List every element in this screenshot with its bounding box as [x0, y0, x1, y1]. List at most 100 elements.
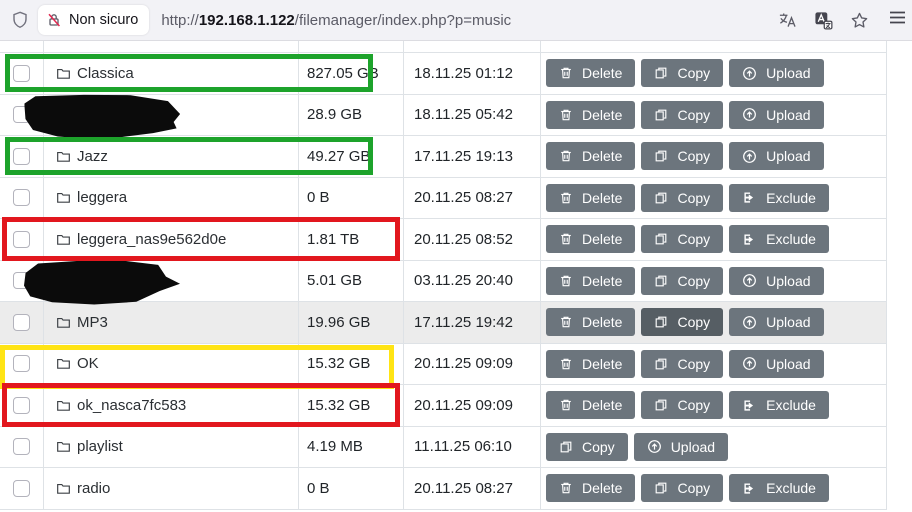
- table-row: 28.9 GB 18.11.25 05:42 Delete Copy Upload: [0, 95, 887, 137]
- copy-button[interactable]: Copy: [641, 266, 724, 295]
- security-badge[interactable]: Non sicuro: [38, 5, 150, 35]
- trash-icon: [559, 149, 573, 163]
- folder-name[interactable]: OK: [77, 355, 99, 373]
- delete-button[interactable]: Delete: [546, 308, 636, 337]
- button-label: Upload: [766, 355, 811, 372]
- folder-name[interactable]: Jazz: [77, 147, 108, 165]
- row-checkbox[interactable]: [13, 106, 30, 124]
- table-row: MP3 19.96 GB 17.11.25 19:42 Delete Copy Up…: [0, 302, 887, 344]
- folder-date: 20.11.25 08:27: [404, 177, 541, 218]
- upload-button[interactable]: Upload: [729, 100, 824, 129]
- button-label: Exclude: [766, 231, 816, 248]
- toolbar-icon-cluster: [778, 11, 875, 30]
- delete-button[interactable]: Delete: [546, 349, 636, 378]
- row-checkbox[interactable]: [13, 396, 30, 414]
- row-actions: Delete Copy Upload: [541, 302, 887, 343]
- button-label: Delete: [582, 65, 623, 82]
- upload-icon: [742, 107, 757, 122]
- exclude-button[interactable]: Exclude: [729, 474, 829, 503]
- upload-button[interactable]: Upload: [729, 308, 824, 337]
- bookmark-star-icon[interactable]: [850, 11, 869, 30]
- exclude-button[interactable]: Exclude: [729, 225, 829, 254]
- row-checkbox[interactable]: [13, 438, 30, 456]
- delete-button[interactable]: Delete: [546, 474, 636, 503]
- upload-button[interactable]: Upload: [633, 432, 729, 461]
- upload-button[interactable]: Upload: [729, 266, 824, 295]
- button-label: Copy: [677, 148, 711, 165]
- row-checkbox[interactable]: [13, 313, 30, 331]
- table-row: 5.01 GB 03.11.25 20:40 Delete Copy Upload: [0, 260, 887, 305]
- copy-button[interactable]: Copy: [641, 349, 724, 378]
- translate-page-icon[interactable]: [814, 11, 833, 30]
- copy-button[interactable]: Copy: [641, 142, 724, 171]
- folder-name[interactable]: ok_nasca7fc583: [77, 396, 187, 414]
- delete-button[interactable]: Delete: [546, 142, 636, 171]
- trash-icon: [559, 232, 573, 246]
- button-label: Copy: [677, 189, 711, 206]
- folder-name[interactable]: leggera_nas9e562d0e: [77, 230, 227, 248]
- folder-icon: [56, 66, 71, 81]
- button-label: Copy: [677, 106, 711, 123]
- copy-button[interactable]: Copy: [641, 100, 724, 129]
- copy-button[interactable]: Copy: [641, 59, 724, 88]
- translate-icon[interactable]: [778, 11, 797, 29]
- folder-size: 827.05 GB: [299, 53, 404, 94]
- row-checkbox[interactable]: [13, 479, 30, 497]
- copy-button[interactable]: Copy: [641, 391, 724, 420]
- row-checkbox[interactable]: [13, 355, 30, 373]
- folder-name[interactable]: playlist: [77, 438, 123, 456]
- folder-size: 49.27 GB: [299, 136, 404, 177]
- button-label: Upload: [766, 314, 811, 331]
- copy-button[interactable]: Copy: [641, 225, 724, 254]
- table-row: Jazz 49.27 GB 17.11.25 19:13 Delete Copy U…: [0, 136, 887, 178]
- upload-button[interactable]: Upload: [729, 142, 824, 171]
- row-checkbox[interactable]: [13, 272, 30, 290]
- folder-name[interactable]: MP3: [77, 313, 108, 331]
- button-label: Delete: [582, 397, 623, 414]
- upload-button[interactable]: Upload: [729, 349, 824, 378]
- folder-name[interactable]: leggera: [77, 189, 128, 207]
- url-bar[interactable]: http://192.168.1.122/filemanager/index.p…: [161, 12, 770, 29]
- exclude-button[interactable]: Exclude: [729, 183, 829, 212]
- copy-icon: [654, 191, 668, 205]
- trash-icon: [559, 191, 573, 205]
- row-checkbox[interactable]: [13, 189, 30, 207]
- copy-button[interactable]: Copy: [641, 308, 724, 337]
- upload-icon: [647, 439, 662, 454]
- folder-date: 11.11.25 06:10: [404, 426, 541, 467]
- delete-button[interactable]: Delete: [546, 266, 636, 295]
- partial-row-top: [0, 41, 887, 53]
- copy-button[interactable]: Copy: [641, 474, 724, 503]
- delete-button[interactable]: Delete: [546, 183, 636, 212]
- exclude-button[interactable]: Exclude: [729, 391, 829, 420]
- delete-button[interactable]: Delete: [546, 391, 636, 420]
- row-checkbox[interactable]: [13, 64, 30, 82]
- row-actions: Delete Copy Upload: [541, 260, 887, 301]
- folder-date: 20.11.25 08:27: [404, 468, 541, 509]
- row-checkbox[interactable]: [13, 147, 30, 165]
- folder-icon: [56, 315, 71, 330]
- folder-icon: [56, 190, 71, 205]
- row-actions: Delete Copy Upload: [541, 136, 887, 177]
- table-row: leggera 0 B 20.11.25 08:27 Delete Copy Exc…: [0, 177, 887, 219]
- folder-icon: [56, 273, 71, 288]
- folder-name[interactable]: Classica: [77, 64, 134, 82]
- copy-button[interactable]: Copy: [641, 183, 724, 212]
- menu-icon[interactable]: [889, 10, 906, 30]
- copy-button[interactable]: Copy: [546, 432, 628, 461]
- row-actions: Copy Upload: [541, 426, 887, 467]
- upload-button[interactable]: Upload: [729, 59, 824, 88]
- row-checkbox[interactable]: [13, 230, 30, 248]
- upload-icon: [742, 66, 757, 81]
- delete-button[interactable]: Delete: [546, 100, 636, 129]
- folder-date: 17.11.25 19:13: [404, 136, 541, 177]
- folder-name[interactable]: radio: [77, 479, 111, 497]
- delete-button[interactable]: Delete: [546, 59, 636, 88]
- button-label: Delete: [582, 148, 623, 165]
- folder-icon: [56, 398, 71, 413]
- upload-icon: [742, 315, 757, 330]
- delete-button[interactable]: Delete: [546, 225, 636, 254]
- tracking-shield-icon[interactable]: [10, 10, 30, 30]
- row-actions: Delete Copy Exclude: [541, 219, 887, 260]
- trash-icon: [559, 274, 573, 288]
